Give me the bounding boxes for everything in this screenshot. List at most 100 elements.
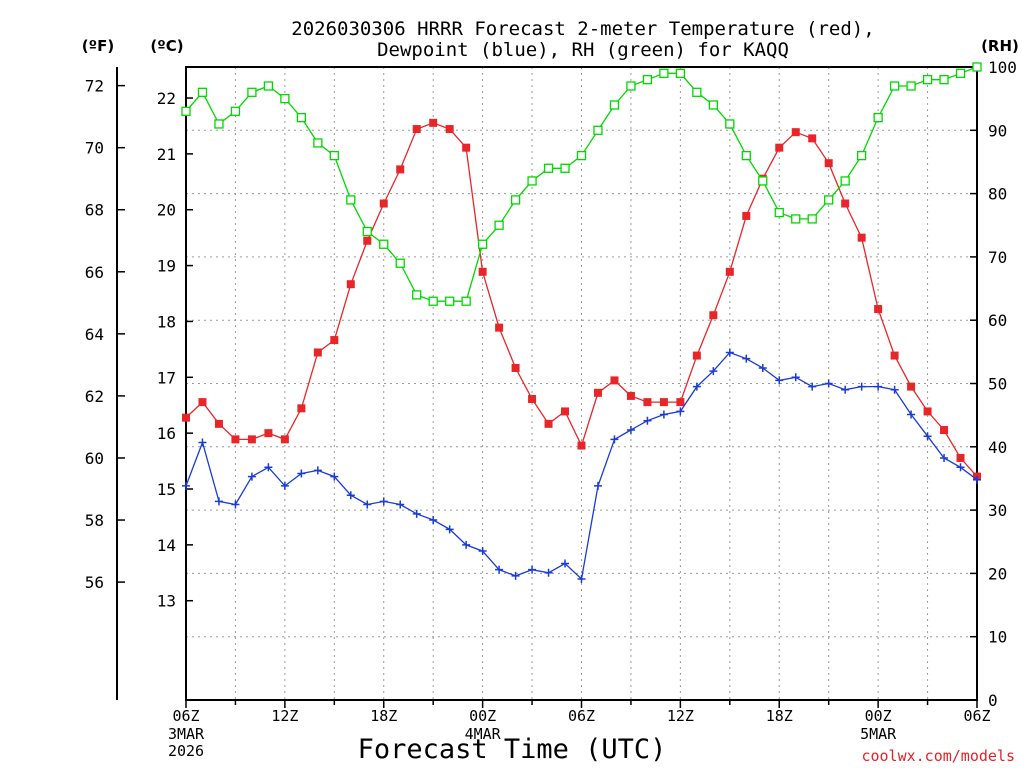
x-axis-label: Forecast Time (UTC) [358, 734, 667, 765]
temperature-point [511, 363, 520, 372]
dewpoint-point [577, 574, 586, 583]
c-tick-label: 17 [157, 368, 176, 387]
rh-point [197, 87, 208, 97]
dewpoint-point [643, 416, 652, 425]
date-label: 3MAR [168, 725, 205, 743]
gridlines [186, 67, 977, 700]
x-tick-label: 12Z [667, 707, 694, 725]
temperature-point [297, 404, 306, 413]
rh-point [313, 138, 323, 148]
dewpoint-point [214, 497, 223, 506]
dewpoint-point [659, 410, 668, 419]
temperature-point [231, 435, 240, 444]
dewpoint-point [791, 373, 800, 382]
temperature-point [692, 351, 701, 360]
date-label: 4MAR [465, 725, 502, 743]
temperature-point [264, 429, 273, 438]
rh-point [873, 112, 883, 123]
fahrenheit-axis-unit: (ºF) [82, 37, 114, 55]
rh-point [296, 112, 307, 123]
rh-tick-label: 90 [988, 121, 1007, 140]
temperature-point [544, 419, 553, 428]
rh-point [856, 150, 867, 161]
rh-point [510, 195, 521, 205]
rh-point [758, 176, 768, 186]
c-tick-label: 15 [157, 480, 176, 499]
rh-point [247, 87, 257, 97]
x-tick-label: 06Z [963, 707, 990, 725]
rh-point [329, 150, 339, 161]
rh-tick-label: 50 [988, 375, 1007, 394]
c-tick-label: 18 [157, 312, 176, 331]
temperature-point [775, 143, 784, 152]
temperature-point [528, 395, 537, 404]
temperature-point [577, 441, 586, 450]
rh-point [461, 296, 471, 306]
rh-point [609, 100, 620, 110]
dewpoint-point [231, 500, 240, 509]
rh-point [543, 163, 554, 173]
rh-point [214, 119, 224, 129]
dewpoint-point [758, 363, 767, 372]
dewpoint-point [890, 385, 899, 394]
rh-tick-label: 0 [988, 691, 998, 710]
dewpoint-point [973, 475, 981, 484]
rh-point [824, 195, 834, 205]
c-tick-label: 13 [157, 592, 176, 611]
dewpoint-point [379, 497, 388, 506]
dewpoint-point [626, 426, 635, 435]
dewpoint-point [709, 367, 718, 376]
temperature-point [824, 159, 833, 168]
date-label: 2026 [168, 742, 204, 760]
dewpoint-point [593, 481, 602, 490]
rh-point [675, 68, 686, 78]
dewpoint-point [412, 509, 421, 518]
f-tick-label: 62 [85, 387, 104, 406]
temperature-point [214, 419, 223, 428]
c-tick-label: 22 [157, 89, 176, 108]
f-tick-label: 72 [85, 77, 104, 96]
dewpoint-point [841, 385, 850, 394]
rh-point [939, 75, 949, 85]
rh-point [428, 296, 438, 306]
dewpoint-point [857, 382, 866, 391]
temperature-point [626, 391, 635, 400]
x-tick-label: 00Z [469, 707, 496, 725]
rh-point [477, 239, 488, 249]
rh-point [807, 214, 817, 224]
dewpoint-point [923, 432, 932, 441]
temperature-point [247, 435, 256, 444]
temperature-point [478, 267, 487, 276]
rh-point [560, 163, 570, 173]
temperature-point [346, 280, 355, 289]
rh-tick-label: 100 [988, 58, 1017, 77]
temperature-point [940, 426, 949, 435]
rh-tick-label: 10 [988, 628, 1007, 647]
temperature-point [313, 348, 322, 357]
x-tick-label: 06Z [568, 707, 595, 725]
rh-point [889, 81, 900, 91]
temperature-point [643, 398, 652, 407]
temperature-point [363, 236, 372, 245]
rh-point [527, 176, 537, 186]
temperature-point [676, 398, 685, 407]
rh-point [840, 176, 850, 186]
rh-point [725, 119, 735, 129]
dewpoint-point [330, 472, 339, 481]
temperature-point [791, 128, 800, 137]
rh-tick-label: 80 [988, 185, 1007, 204]
f-tick-label: 58 [85, 511, 104, 530]
dewpoint-point [346, 491, 355, 500]
temperature-point [742, 211, 751, 220]
date-label: 5MAR [860, 725, 897, 743]
dewpoint-point [247, 472, 256, 481]
rh-tick-label: 20 [988, 564, 1007, 583]
f-tick-label: 64 [85, 325, 104, 344]
chart-title-line-2: Dewpoint (blue), RH (green) for KAQQ [377, 39, 789, 61]
x-tick-label: 00Z [865, 707, 892, 725]
rh-point [181, 106, 191, 116]
rh-point [774, 207, 784, 218]
temperature-point [709, 311, 718, 320]
dewpoint-point [824, 379, 833, 388]
temperature-point [462, 143, 471, 152]
